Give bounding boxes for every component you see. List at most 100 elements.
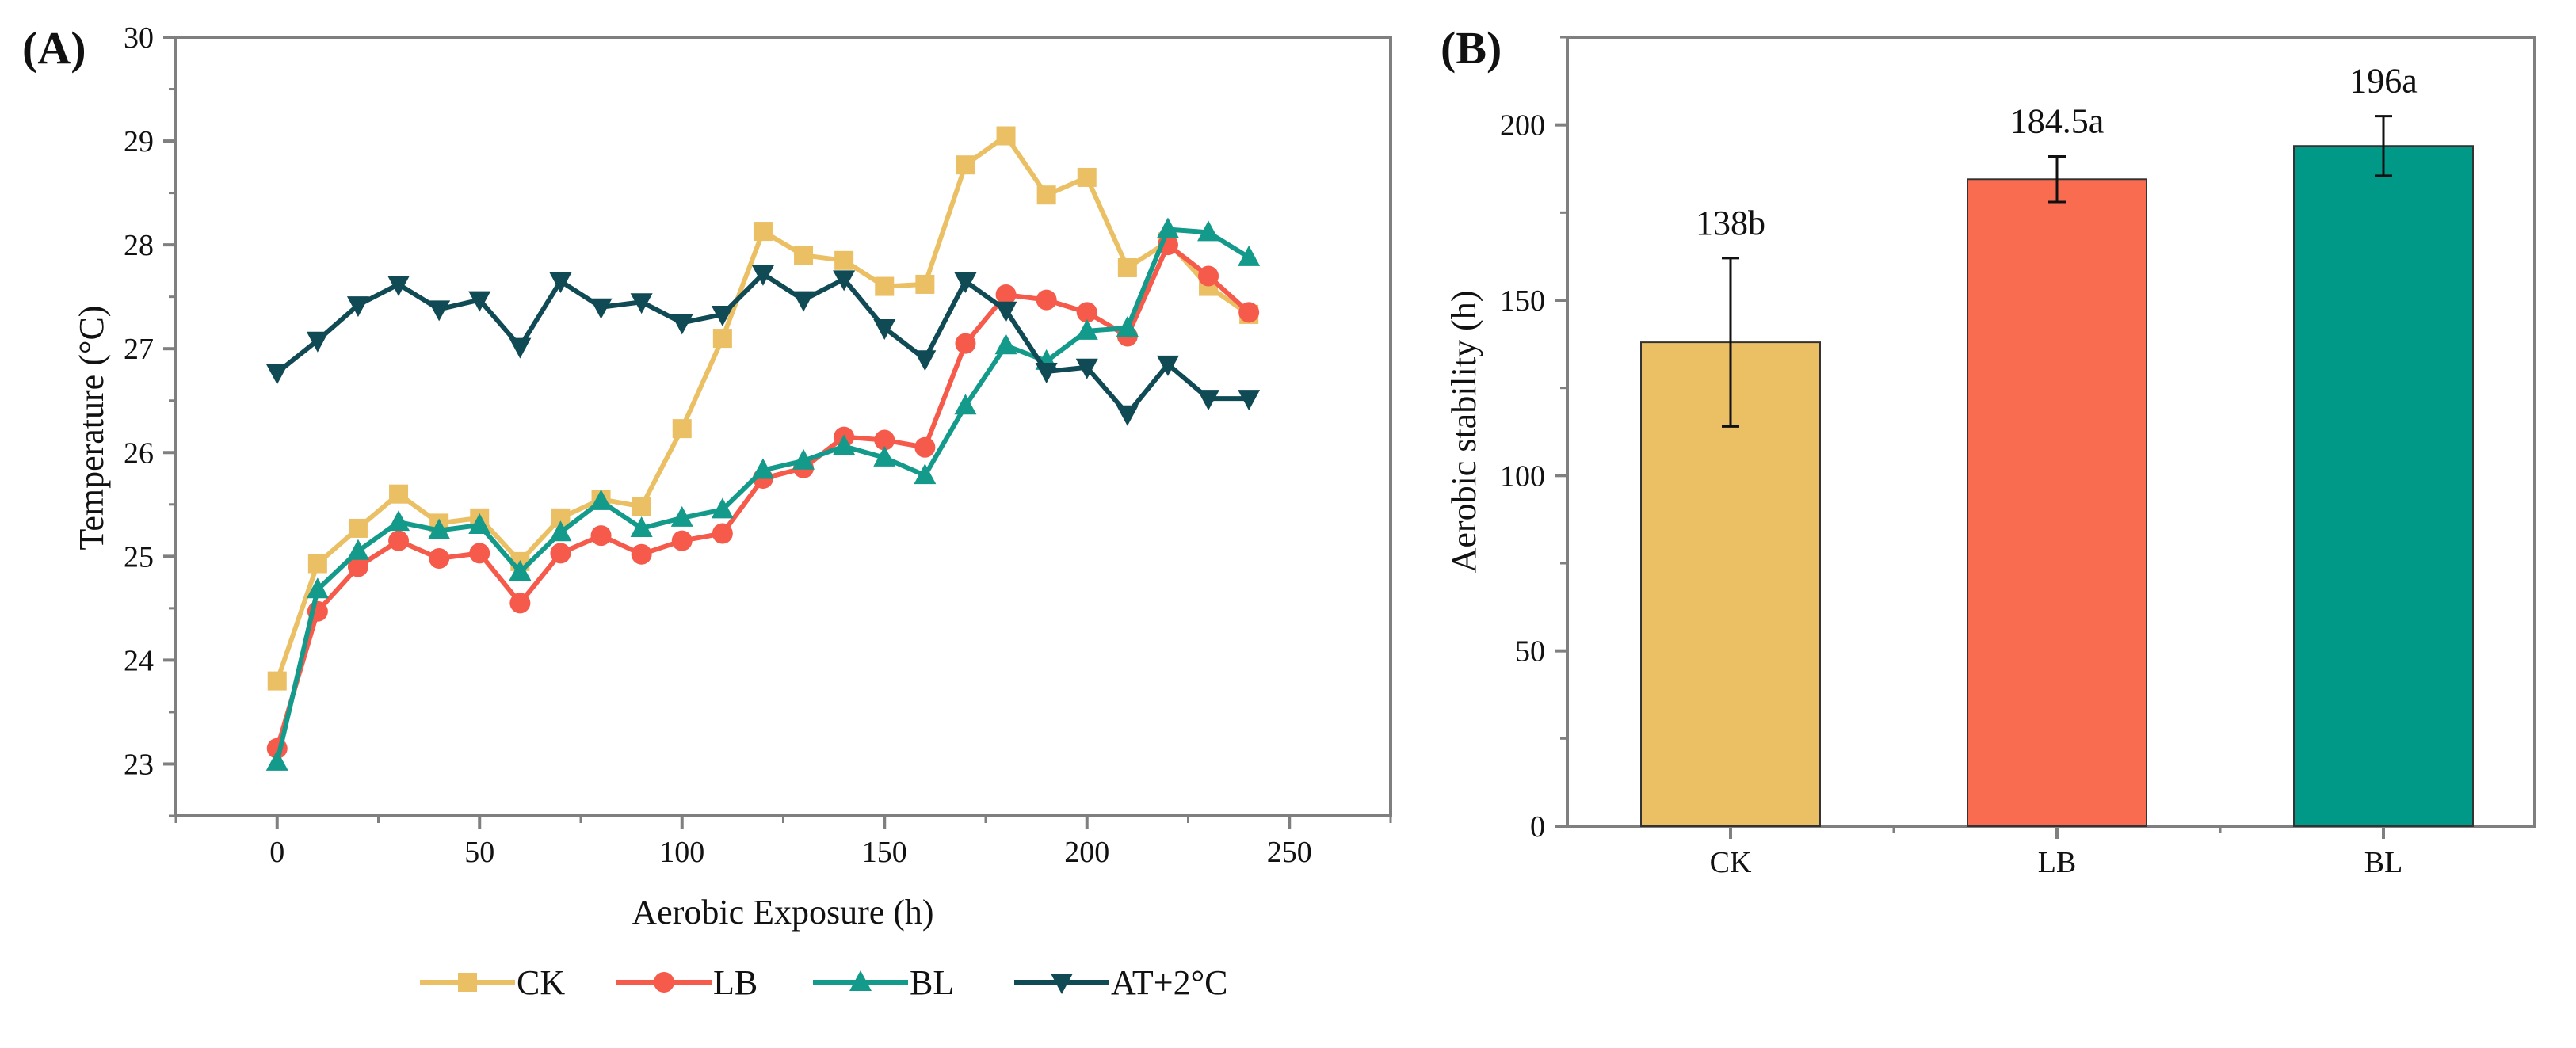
data-point (874, 429, 895, 451)
data-point (712, 523, 733, 544)
bar-group-bl: 196a (2293, 62, 2474, 827)
data-point (1198, 265, 1219, 287)
a-ytick-label: 29 (124, 125, 154, 158)
a-xtick-label: 150 (862, 836, 907, 869)
data-point (389, 484, 409, 504)
a-ytick-label: 26 (124, 436, 154, 470)
a-ytick-label: 25 (124, 540, 154, 574)
data-point (306, 577, 329, 599)
data-point (711, 305, 734, 326)
data-point (833, 270, 856, 292)
data-point (1238, 245, 1261, 266)
data-point (347, 556, 368, 577)
data-point (1075, 358, 1098, 379)
legend-label: LB (713, 963, 758, 1002)
data-point (468, 513, 491, 535)
legend-label: CK (517, 963, 565, 1002)
data-point (550, 543, 571, 564)
data-point (1117, 257, 1137, 277)
data-point (387, 275, 410, 296)
bar-value-label: 196a (2349, 62, 2418, 101)
data-point (388, 530, 410, 551)
legend-item: CK (420, 963, 565, 1002)
data-point (307, 554, 327, 574)
bar (1967, 178, 2147, 827)
data-point (265, 749, 288, 771)
a-ytick-label: 24 (124, 644, 154, 677)
a-ytick-label: 30 (124, 21, 154, 55)
data-point (590, 489, 613, 510)
data-point (671, 530, 693, 551)
data-point (751, 458, 774, 479)
data-point (873, 318, 896, 340)
data-point (428, 300, 451, 322)
data-point (306, 331, 329, 353)
legend-marker (458, 973, 477, 992)
a-xtick-label: 200 (1064, 836, 1109, 869)
panel-a-label: (A) (22, 22, 86, 74)
data-point (792, 291, 815, 312)
data-point (468, 291, 491, 312)
data-point (914, 436, 936, 458)
bar-value-label: 184.5a (2010, 102, 2105, 141)
data-point (956, 155, 975, 175)
data-point (915, 274, 935, 294)
data-point (792, 448, 815, 470)
bar-group-lb: 184.5a (1967, 102, 2147, 827)
a-xtick-label: 250 (1267, 836, 1312, 869)
a-ytick-label: 23 (124, 748, 154, 781)
data-point (387, 510, 410, 532)
series-line (274, 227, 1250, 763)
series-line (274, 133, 1250, 682)
a-xtick-label: 50 (464, 836, 494, 869)
panel-a-frame (174, 36, 1392, 817)
data-point (712, 329, 732, 349)
panel-a-ylabel: Temperature (°C) (72, 306, 111, 551)
data-point (1238, 390, 1261, 411)
data-point (670, 505, 693, 527)
data-point (632, 497, 651, 516)
data-point (630, 516, 653, 537)
data-point (751, 265, 774, 286)
data-point (954, 394, 977, 415)
data-point (348, 518, 368, 538)
data-point (794, 246, 814, 265)
legend-item: LB (616, 963, 758, 1002)
bar-value-label: 138b (1696, 204, 1765, 242)
data-point (1238, 302, 1260, 323)
panel-a: (A) 0 50 100 150 200 250 23 24 25 26 27 28 29 30 Aero… (22, 21, 1392, 1002)
data-point (346, 296, 369, 318)
a-xtick-label: 100 (659, 836, 704, 869)
series-bl (265, 217, 1261, 771)
b-ytick-label: 100 (1500, 459, 1545, 493)
data-point (1036, 185, 1056, 205)
series-at-2-c (265, 265, 1261, 426)
data-point (590, 298, 613, 319)
legend-label: AT+2°C (1111, 963, 1228, 1002)
data-point (1156, 217, 1179, 238)
data-point (1197, 220, 1220, 242)
legend-marker (654, 972, 674, 993)
data-point (914, 463, 937, 485)
data-point (1197, 390, 1220, 411)
a-ytick-label: 27 (124, 333, 154, 366)
panel-b-bars: 138b 184.5a 196a (1640, 62, 2474, 827)
data-point (834, 250, 854, 270)
legend-marker (849, 970, 872, 991)
b-xtick-label: LB (2038, 846, 2077, 879)
panel-b-ylabel: Aerobic stability (h) (1444, 291, 1483, 574)
data-point (994, 301, 1017, 322)
data-point (994, 333, 1017, 355)
b-ytick-label: 50 (1515, 635, 1545, 669)
b-xtick-label: CK (1710, 846, 1752, 879)
panel-b: (B) 0 50 100 150 200 CK LB BL 138b 184.5a 196a Ae… (1441, 22, 2536, 879)
legend-item: BL (813, 963, 954, 1002)
panel-a-legend: CK LB BL AT+2°C (420, 963, 1228, 1002)
data-point (955, 333, 976, 354)
series-ck (267, 126, 1259, 691)
legend-label: BL (910, 963, 954, 1002)
data-point (833, 434, 856, 455)
legend-marker (1051, 974, 1073, 994)
data-point (995, 284, 1017, 306)
